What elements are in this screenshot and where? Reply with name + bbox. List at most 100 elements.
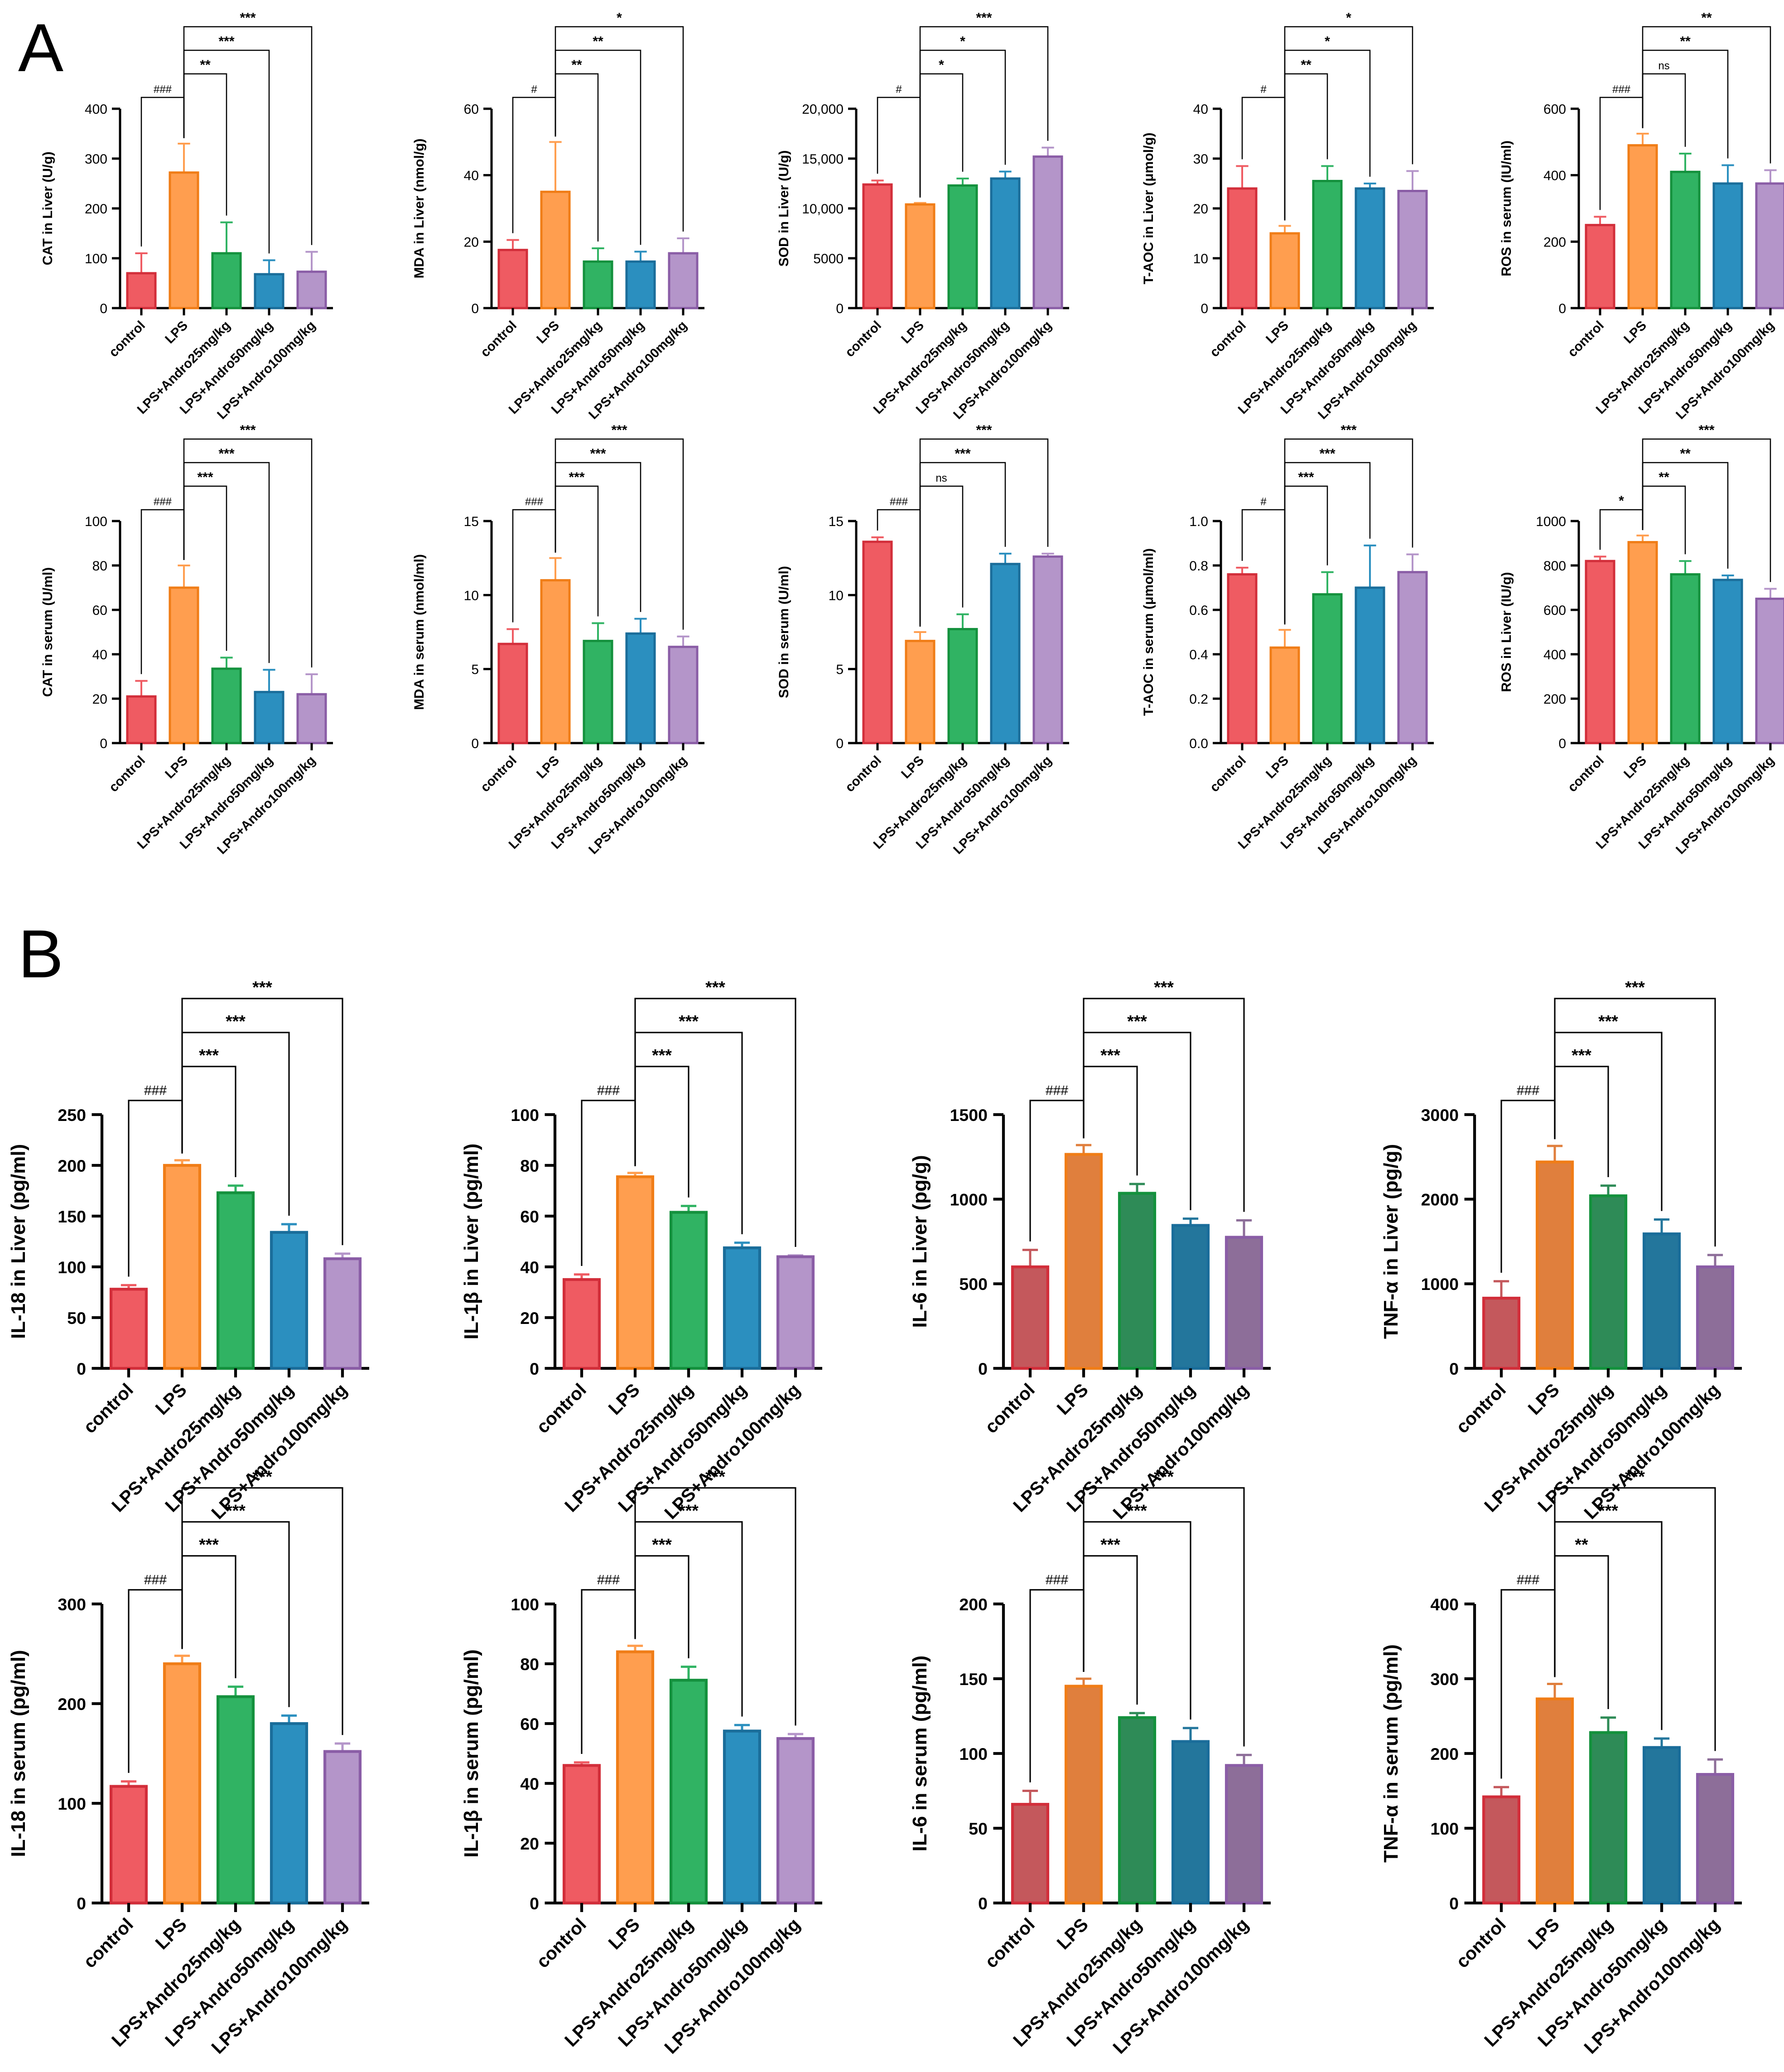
y-tick-label: 0.2 [1189, 692, 1208, 707]
significance-label: *** [1100, 1045, 1120, 1064]
significance-label: ** [200, 58, 211, 72]
x-tick-label: control [1452, 1914, 1510, 1972]
bar [497, 249, 528, 309]
significance-bracket [919, 485, 964, 627]
bar [668, 252, 699, 309]
significance-label: ### [597, 1083, 620, 1098]
significance-label: *** [197, 470, 213, 485]
significance-bracket [1642, 438, 1771, 582]
bar [163, 1662, 202, 1905]
y-tick-label: 1000 [950, 1190, 988, 1209]
y-axis-label: IL-18 in serum (pg/ml) [7, 1650, 29, 1857]
chart-13: 0 500 1000 1500 IL-6 in Liver (pg/g) control L… [909, 977, 1271, 1523]
significance-label: ### [1517, 1083, 1539, 1098]
y-tick-label: 10 [464, 588, 479, 603]
y-tick-label: 100 [58, 1258, 86, 1277]
significance-label: ** [593, 34, 603, 49]
chart-10: 0 200 400 600 800 1000 ROS in Liver (IU/g) cont… [1499, 423, 1784, 857]
bar [211, 667, 242, 744]
y-tick-label: 0 [1201, 301, 1208, 316]
x-tick-label: LPS [1524, 1380, 1563, 1419]
y-axis-label: IL-18 in Liver (pg/ml) [7, 1144, 29, 1339]
bar [669, 1679, 708, 1905]
y-tick-label: 400 [1430, 1595, 1459, 1614]
x-tick-label: LPS [534, 318, 562, 347]
significance-bracket [634, 1555, 689, 1658]
bar [583, 260, 613, 309]
chart-9: 0.0 0.2 0.4 0.6 0.8 1.0 T-AOC in serum (μmol/m… [1141, 423, 1434, 857]
y-tick-label: 600 [1543, 102, 1566, 117]
x-tick-label: LPS [1524, 1914, 1563, 1953]
bar [1642, 1746, 1681, 1905]
chart-12: 0 20 40 60 80 100 IL-1β in Liver (pg/ml) contro… [460, 977, 822, 1523]
significance-label: *** [1127, 1501, 1147, 1520]
bar [169, 171, 199, 309]
significance-label: *** [976, 10, 992, 25]
y-tick-label: 100 [85, 514, 107, 529]
significance-label: *** [1698, 423, 1714, 438]
bar [1397, 571, 1428, 744]
bar [723, 1729, 762, 1905]
y-tick-label: 0 [1449, 1894, 1459, 1913]
significance-bracket [181, 1555, 236, 1678]
y-tick-label: 15 [464, 514, 479, 529]
y-axis-label: MDA in serum (nmol/ml) [412, 554, 427, 710]
significance-bracket [1284, 438, 1413, 625]
significance-bracket [181, 998, 343, 1246]
bar [583, 640, 613, 744]
y-tick-label: 80 [520, 1655, 539, 1674]
y-tick-label: 10,000 [802, 202, 844, 217]
y-tick-label: 0 [471, 736, 479, 751]
y-tick-label: 200 [1543, 692, 1566, 707]
y-tick-label: 60 [464, 102, 479, 117]
significance-label: ** [1680, 34, 1691, 49]
significance-bracket [1083, 1487, 1245, 1747]
significance-label: *** [1319, 446, 1335, 461]
chart-5: 0 200 400 600 ROS in serum (IU/ml) control LPS… [1499, 10, 1784, 422]
x-tick-label: LPS [605, 1380, 644, 1419]
y-tick-label: 200 [58, 1156, 86, 1175]
bar [1118, 1192, 1157, 1370]
significance-label: *** [611, 423, 627, 438]
bar [323, 1257, 362, 1370]
y-tick-label: 100 [511, 1106, 539, 1125]
significance-label: # [1260, 83, 1267, 96]
chart-17: 0 50 100 150 200 IL-6 in serum (pg/ml) control… [909, 1467, 1271, 2058]
y-tick-label: 60 [520, 1207, 539, 1226]
panel-label-b: B [18, 916, 64, 992]
bar [1355, 586, 1385, 744]
bar [1585, 224, 1615, 309]
bar [1585, 560, 1615, 744]
significance-label: *** [976, 423, 992, 438]
y-tick-label: 5 [836, 662, 844, 677]
bar [1032, 155, 1063, 309]
y-tick-label: 1.0 [1189, 514, 1208, 529]
x-tick-label: LPS [152, 1914, 191, 1953]
significance-label: ### [597, 1572, 620, 1587]
y-tick-label: 0 [77, 1359, 86, 1378]
significance-label: ns [935, 472, 947, 484]
y-axis-label: ROS in serum (IU/ml) [1499, 140, 1514, 276]
panel-label-a: A [18, 10, 64, 86]
significance-label: * [1619, 493, 1624, 508]
significance-label: *** [240, 423, 256, 438]
x-tick-label: control [533, 1914, 590, 1972]
significance-label: *** [1340, 423, 1356, 438]
bar [562, 1278, 601, 1370]
significance-label: *** [590, 446, 606, 461]
significance-label: ** [1575, 1535, 1588, 1554]
significance-bracket [1554, 1555, 1609, 1710]
bar [625, 260, 656, 309]
significance-label: * [617, 10, 622, 25]
significance-label: ** [1301, 58, 1311, 72]
bar [323, 1750, 362, 1905]
bar [169, 586, 199, 744]
significance-label: *** [199, 1045, 219, 1064]
y-tick-label: 1000 [1421, 1275, 1459, 1294]
chart-6: 0 20 40 60 80 100 CAT in serum (U/ml) control LP… [40, 423, 333, 857]
bar [1397, 190, 1428, 309]
chart-16: 0 20 40 60 80 100 IL-1β in serum (pg/ml) contro… [460, 1467, 822, 2058]
y-tick-label: 0 [836, 736, 844, 751]
